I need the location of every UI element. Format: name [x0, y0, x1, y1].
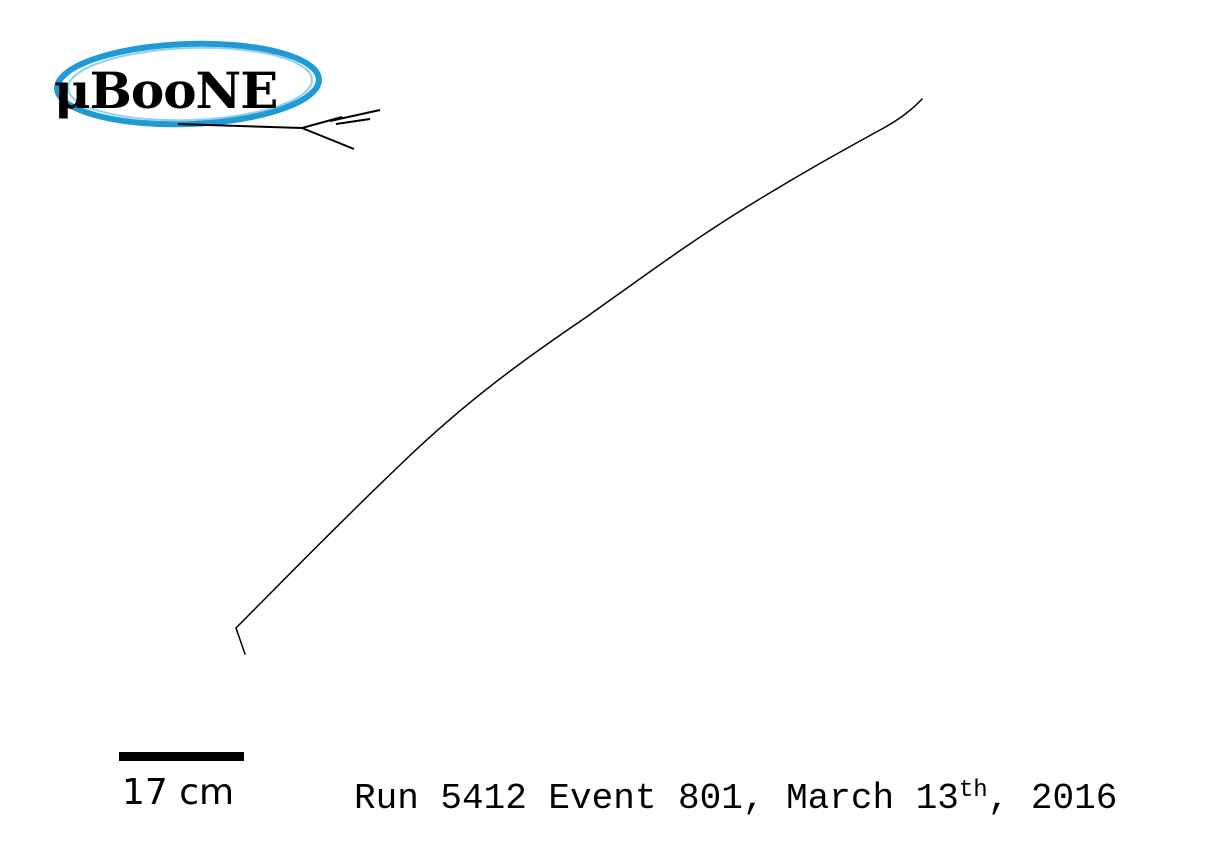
event-info-year: , 2016	[987, 778, 1118, 819]
logo-ring-inner	[67, 46, 313, 122]
scale-label: 17 cm	[122, 772, 235, 813]
logo-arrow-icon	[177, 109, 381, 150]
scale-bar	[119, 752, 244, 761]
event-info-prefix: Run 5412 Event 801, March 13	[354, 778, 959, 819]
muon-track	[235, 98, 923, 629]
track-kink	[235, 627, 246, 655]
event-info-ordinal: th	[958, 777, 988, 804]
logo-text: μBooNE	[54, 61, 278, 120]
event-info-caption: Run 5412 Event 801, March 13th, 2016	[354, 778, 1118, 819]
